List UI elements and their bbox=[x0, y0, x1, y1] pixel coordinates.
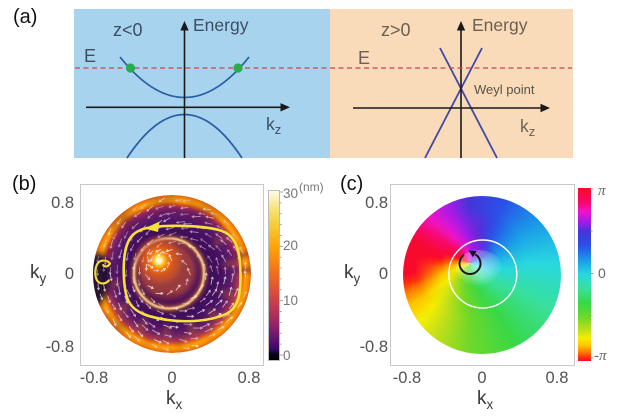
svg-text:Energy: Energy bbox=[472, 15, 528, 35]
svg-text:Weyl point: Weyl point bbox=[474, 82, 535, 97]
svg-text:E: E bbox=[84, 46, 96, 66]
svg-text:z<0: z<0 bbox=[113, 20, 143, 40]
svg-text:E: E bbox=[358, 48, 370, 68]
svg-text:Energy: Energy bbox=[193, 15, 249, 35]
svg-text:z>0: z>0 bbox=[381, 20, 411, 40]
